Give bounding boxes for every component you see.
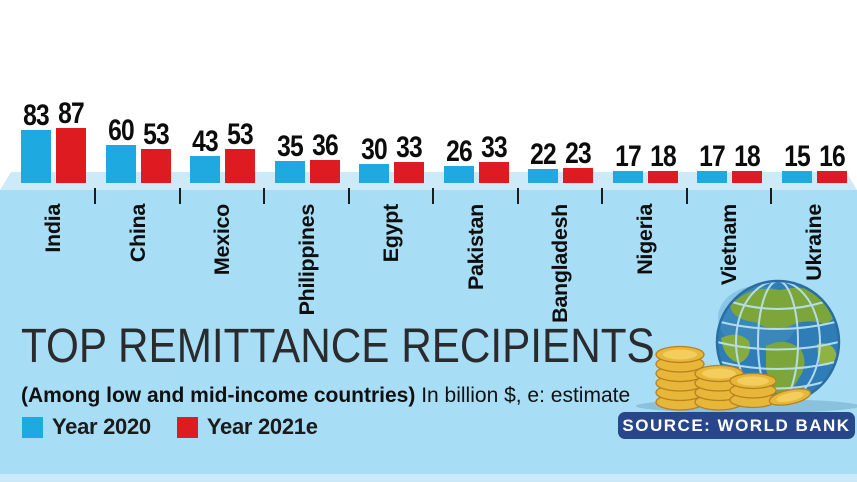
bar-year-2020-nigeria [612, 171, 643, 183]
axis-tick-9 [770, 188, 772, 204]
source-badge: SOURCE: WORLD BANK [618, 412, 855, 439]
axis-label-philippines: Philippines [294, 204, 319, 316]
bar-year-2020-mexico [190, 156, 220, 183]
axis-tick-5 [432, 188, 434, 204]
value-label-year-2021e-pakistan: 33 [480, 131, 508, 164]
value-label-year-2020-mexico: 43 [192, 125, 219, 158]
bar-year-2020-pakistan [443, 166, 474, 183]
page-title: TOP REMITTANCE RECIPIENTS [21, 320, 655, 373]
value-label-year-2020-pakistan: 26 [445, 135, 473, 168]
bar-year-2021e-egypt [394, 162, 424, 183]
chart-subtitle: (Among low and mid-income countries) In … [21, 384, 630, 407]
legend-swatch-blue [22, 416, 43, 438]
bar-year-2020-bangladesh [528, 169, 558, 183]
subtitle-bold: (Among low and mid-income countries) [21, 384, 416, 407]
bar-year-2020-philippines [274, 161, 305, 183]
bar-year-2021e-vietnam [732, 171, 762, 183]
bar-year-2021e-mexico [225, 149, 255, 183]
value-label-year-2020-china: 60 [107, 114, 135, 147]
value-label-year-2021e-mexico: 53 [227, 118, 254, 151]
legend-label: Year 2020 [52, 414, 151, 439]
axis-tick-8 [685, 188, 688, 204]
value-label-year-2020-india: 83 [23, 99, 50, 132]
platform-bottom-edge [0, 474, 857, 482]
value-label-year-2021e-philippines: 36 [311, 129, 339, 162]
chart-legend: Year 2020 Year 2021e [22, 414, 318, 440]
bar-year-2020-egypt [359, 164, 389, 183]
legend-item-year-2021e: Year 2021e [176, 414, 318, 440]
bar-year-2021e-ukraine [816, 171, 847, 183]
axis-tick-3 [263, 188, 265, 204]
source-text: SOURCE: WORLD BANK [622, 415, 851, 435]
bar-year-2020-india [21, 130, 51, 183]
axis-label-vietnam: Vietnam [717, 204, 741, 286]
value-label-year-2020-bangladesh: 22 [530, 138, 557, 171]
axis-tick-6 [516, 188, 519, 204]
axis-label-india: India [41, 204, 65, 253]
axis-label-bangladesh: Bangladesh [548, 204, 572, 323]
globe-coins-illustration [636, 279, 857, 413]
bar-year-2021e-nigeria [647, 171, 678, 183]
bar-year-2021e-pakistan [478, 162, 509, 183]
axis-tick-4 [347, 188, 350, 204]
value-label-year-2021e-egypt: 33 [396, 131, 423, 164]
bar-year-2021e-bangladesh [563, 168, 593, 183]
bar-year-2021e-philippines [309, 160, 340, 183]
value-label-year-2020-nigeria: 17 [614, 140, 642, 173]
value-label-year-2020-ukraine: 15 [783, 140, 811, 173]
bar-year-2021e-india [56, 128, 86, 183]
bar-year-2020-vietnam [697, 171, 727, 183]
value-label-year-2021e-vietnam: 18 [734, 140, 761, 173]
axis-label-pakistan: Pakistan [463, 204, 488, 291]
value-label-year-2020-vietnam: 17 [699, 140, 726, 173]
value-label-year-2021e-ukraine: 16 [818, 140, 846, 173]
bar-year-2020-ukraine [781, 171, 812, 183]
axis-label-mexico: Mexico [210, 204, 234, 276]
value-label-year-2020-egypt: 30 [361, 133, 388, 166]
axis-label-nigeria: Nigeria [632, 204, 657, 275]
legend-label: Year 2021e [206, 414, 318, 439]
value-label-year-2020-philippines: 35 [276, 130, 304, 163]
subtitle-note: In billion $, e: estimate [415, 384, 631, 407]
axis-label-china: China [125, 204, 150, 263]
bar-year-2021e-china [140, 149, 171, 183]
coin-stacks-icon [655, 345, 812, 411]
axis-label-egypt: Egypt [379, 204, 403, 263]
axis-tick-2 [178, 188, 181, 204]
value-label-year-2021e-nigeria: 18 [649, 140, 677, 173]
value-label-year-2021e-china: 53 [142, 118, 170, 151]
axis-tick-7 [601, 188, 603, 204]
value-label-year-2021e-bangladesh: 23 [565, 137, 592, 170]
axis-label-ukraine: Ukraine [801, 204, 826, 281]
legend-item-year-2020: Year 2020 [22, 414, 151, 440]
legend-swatch-red [176, 416, 198, 438]
value-label-year-2021e-india: 87 [58, 97, 85, 130]
bar-year-2020-china [105, 145, 136, 183]
axis-tick-1 [94, 188, 96, 204]
